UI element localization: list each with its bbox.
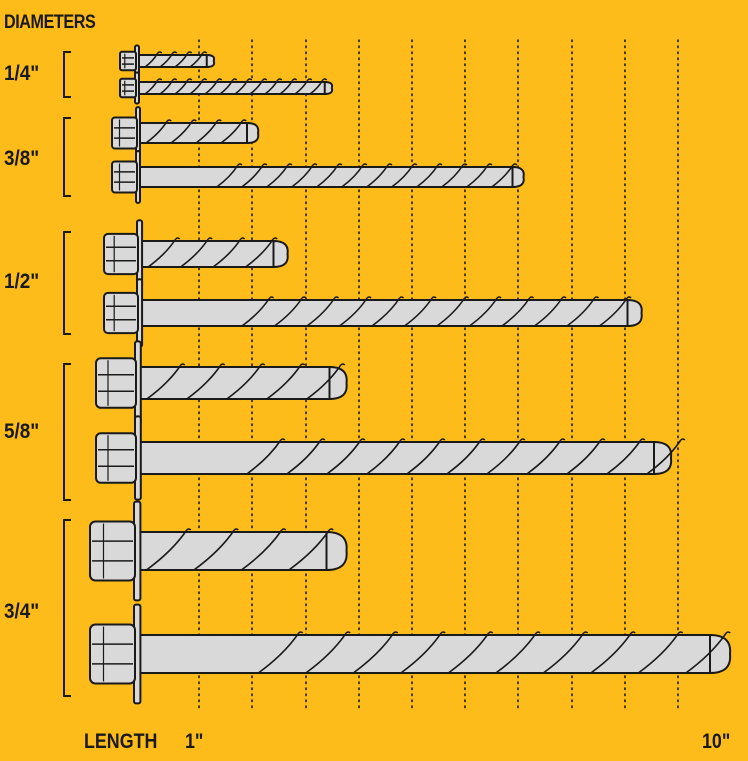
screw-1-long — [119, 71, 334, 105]
screw-5-short — [89, 500, 348, 602]
screw-1-short — [119, 44, 216, 78]
diameter-label-1-4: 1/4" — [4, 62, 40, 85]
screw-4-long — [95, 415, 686, 501]
diameter-label-3-8: 3/8" — [4, 147, 40, 170]
diameter-bracket-2 — [63, 117, 71, 197]
diameter-bracket-1 — [63, 51, 71, 98]
diameter-bracket-3 — [63, 231, 71, 335]
screw-2-long — [111, 150, 525, 204]
length-max-label: 10" — [702, 730, 731, 753]
screw-3-long — [103, 278, 643, 348]
diameter-label-3-4: 3/4" — [4, 600, 40, 623]
length-axis-label: LENGTH — [84, 730, 158, 753]
screw-3-short — [103, 219, 289, 289]
diameter-label-5-8: 5/8" — [4, 420, 40, 443]
screw-5-long — [89, 603, 732, 705]
screw-2-short — [111, 106, 260, 160]
diameter-bracket-5 — [63, 519, 71, 697]
diameter-bracket-4 — [63, 363, 71, 501]
diameters-heading: DIAMETERS — [4, 12, 96, 33]
length-min-label: 1" — [185, 730, 204, 753]
diameter-label-1-2: 1/2" — [4, 270, 40, 293]
screw-4-short — [95, 340, 348, 426]
